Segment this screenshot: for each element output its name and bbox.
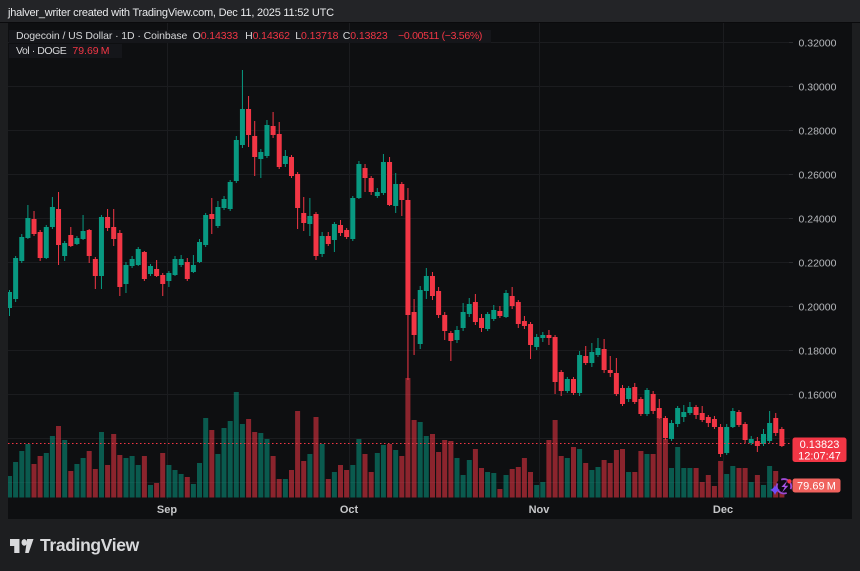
svg-text:Nov: Nov: [529, 504, 551, 516]
svg-text:79.69 M: 79.69 M: [797, 481, 836, 493]
svg-text:0.20000: 0.20000: [799, 301, 837, 313]
svg-text:0.32000: 0.32000: [799, 37, 837, 49]
svg-text:0.16000: 0.16000: [799, 389, 837, 401]
svg-text:0.18000: 0.18000: [799, 345, 837, 357]
svg-text:0.30000: 0.30000: [799, 81, 837, 93]
svg-text:0.24000: 0.24000: [799, 213, 837, 225]
svg-text:Oct: Oct: [340, 504, 359, 516]
svg-text:0.26000: 0.26000: [799, 169, 837, 181]
svg-text:Sep: Sep: [157, 504, 177, 516]
svg-text:Dec: Dec: [713, 504, 733, 516]
svg-text:0.22000: 0.22000: [799, 257, 837, 269]
svg-text:0.13823: 0.13823: [800, 439, 840, 451]
svg-text:12:07:47: 12:07:47: [798, 451, 841, 463]
svg-text:0.28000: 0.28000: [799, 125, 837, 137]
